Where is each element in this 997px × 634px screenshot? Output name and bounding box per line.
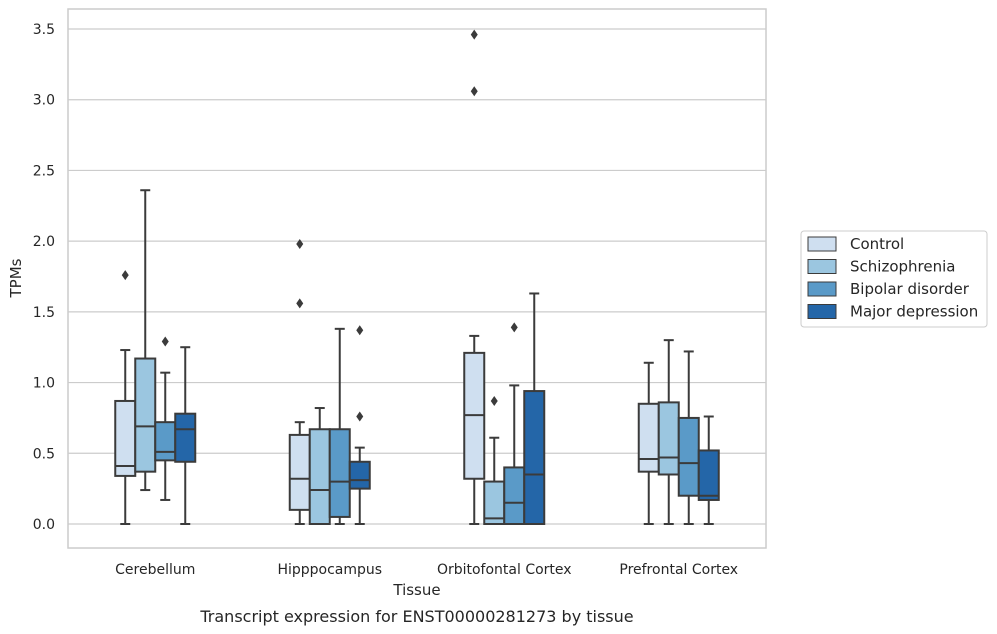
legend-swatch bbox=[807, 304, 837, 319]
box-0-2 bbox=[463, 29, 486, 525]
y-tick-label: 2.5 bbox=[33, 163, 55, 179]
box-body bbox=[677, 416, 700, 497]
box-body bbox=[637, 402, 660, 473]
box-body bbox=[523, 390, 546, 525]
legend-swatch bbox=[807, 281, 837, 297]
box-3-1 bbox=[348, 325, 371, 525]
box-body bbox=[328, 428, 351, 518]
y-tick-label: 2.0 bbox=[33, 234, 55, 250]
box-body bbox=[288, 433, 311, 511]
y-tick-label: 1.5 bbox=[33, 305, 55, 321]
y-axis-title: TPMs bbox=[7, 258, 25, 298]
y-tick-label: 0.0 bbox=[33, 517, 55, 533]
outlier-point bbox=[470, 86, 478, 97]
y-tick-label: 3.0 bbox=[33, 93, 55, 109]
legend-swatch bbox=[807, 259, 837, 274]
box-body bbox=[308, 428, 331, 525]
legend-frame bbox=[800, 230, 988, 328]
x-tick-label: Hipppocampus bbox=[277, 562, 382, 578]
outlier-point bbox=[296, 238, 304, 249]
outlier-point bbox=[356, 325, 364, 336]
box-body bbox=[174, 412, 197, 463]
box-body bbox=[154, 421, 177, 462]
box-body bbox=[134, 357, 157, 473]
outlier-point bbox=[356, 411, 364, 422]
x-tick-label: Prefrontal Cortex bbox=[619, 562, 738, 578]
outlier-point bbox=[121, 270, 129, 281]
outlier-point bbox=[161, 336, 169, 347]
box-body bbox=[503, 466, 526, 525]
box-1-3 bbox=[657, 339, 680, 525]
box-body bbox=[348, 460, 371, 490]
box-1-1 bbox=[308, 407, 331, 525]
chart-caption: Transcript expression for ENST0000028127… bbox=[199, 607, 633, 626]
legend-label: Schizophrenia bbox=[850, 258, 955, 276]
y-tick-label: 3.5 bbox=[33, 22, 55, 38]
legend-items: Control Schizophrenia Bipolar disorder Majo… bbox=[807, 235, 978, 321]
outlier-point bbox=[296, 298, 304, 309]
y-tick-label: 0.5 bbox=[33, 446, 55, 462]
y-tick-labels: 0.0 0.5 1.0 1.5 2.0 2.5 3.0 3.5 bbox=[33, 22, 55, 533]
y-tick-label: 1.0 bbox=[33, 376, 55, 392]
legend-label: Control bbox=[850, 235, 904, 253]
box-0-1 bbox=[288, 238, 311, 525]
x-tick-label: Orbitofontal Cortex bbox=[437, 562, 572, 578]
box-1-0 bbox=[134, 189, 157, 492]
legend-label: Bipolar disorder bbox=[850, 280, 970, 298]
box-0-0 bbox=[114, 270, 137, 525]
x-tick-labels: Cerebellum Hipppocampus Orbitofontal Corte… bbox=[115, 562, 738, 578]
outlier-point bbox=[490, 395, 498, 406]
box-body bbox=[697, 449, 720, 501]
legend-swatch bbox=[807, 236, 837, 252]
box-3-0 bbox=[174, 346, 197, 525]
box-2-2 bbox=[503, 322, 526, 525]
box-1-2 bbox=[483, 395, 506, 526]
box-body bbox=[114, 399, 137, 477]
x-axis-title: Tissue bbox=[392, 581, 440, 599]
outlier-point bbox=[510, 322, 518, 333]
box-0-3 bbox=[637, 361, 660, 525]
outlier-point bbox=[470, 29, 478, 40]
x-tick-label: Cerebellum bbox=[115, 562, 195, 578]
box-body bbox=[657, 401, 680, 476]
box-3-2 bbox=[523, 292, 546, 525]
legend-label: Major depression bbox=[850, 303, 978, 321]
box-3-3 bbox=[697, 415, 720, 525]
box-series bbox=[114, 29, 720, 526]
box-2-3 bbox=[677, 350, 700, 525]
legend: Control Schizophrenia Bipolar disorder Majo… bbox=[800, 230, 988, 328]
